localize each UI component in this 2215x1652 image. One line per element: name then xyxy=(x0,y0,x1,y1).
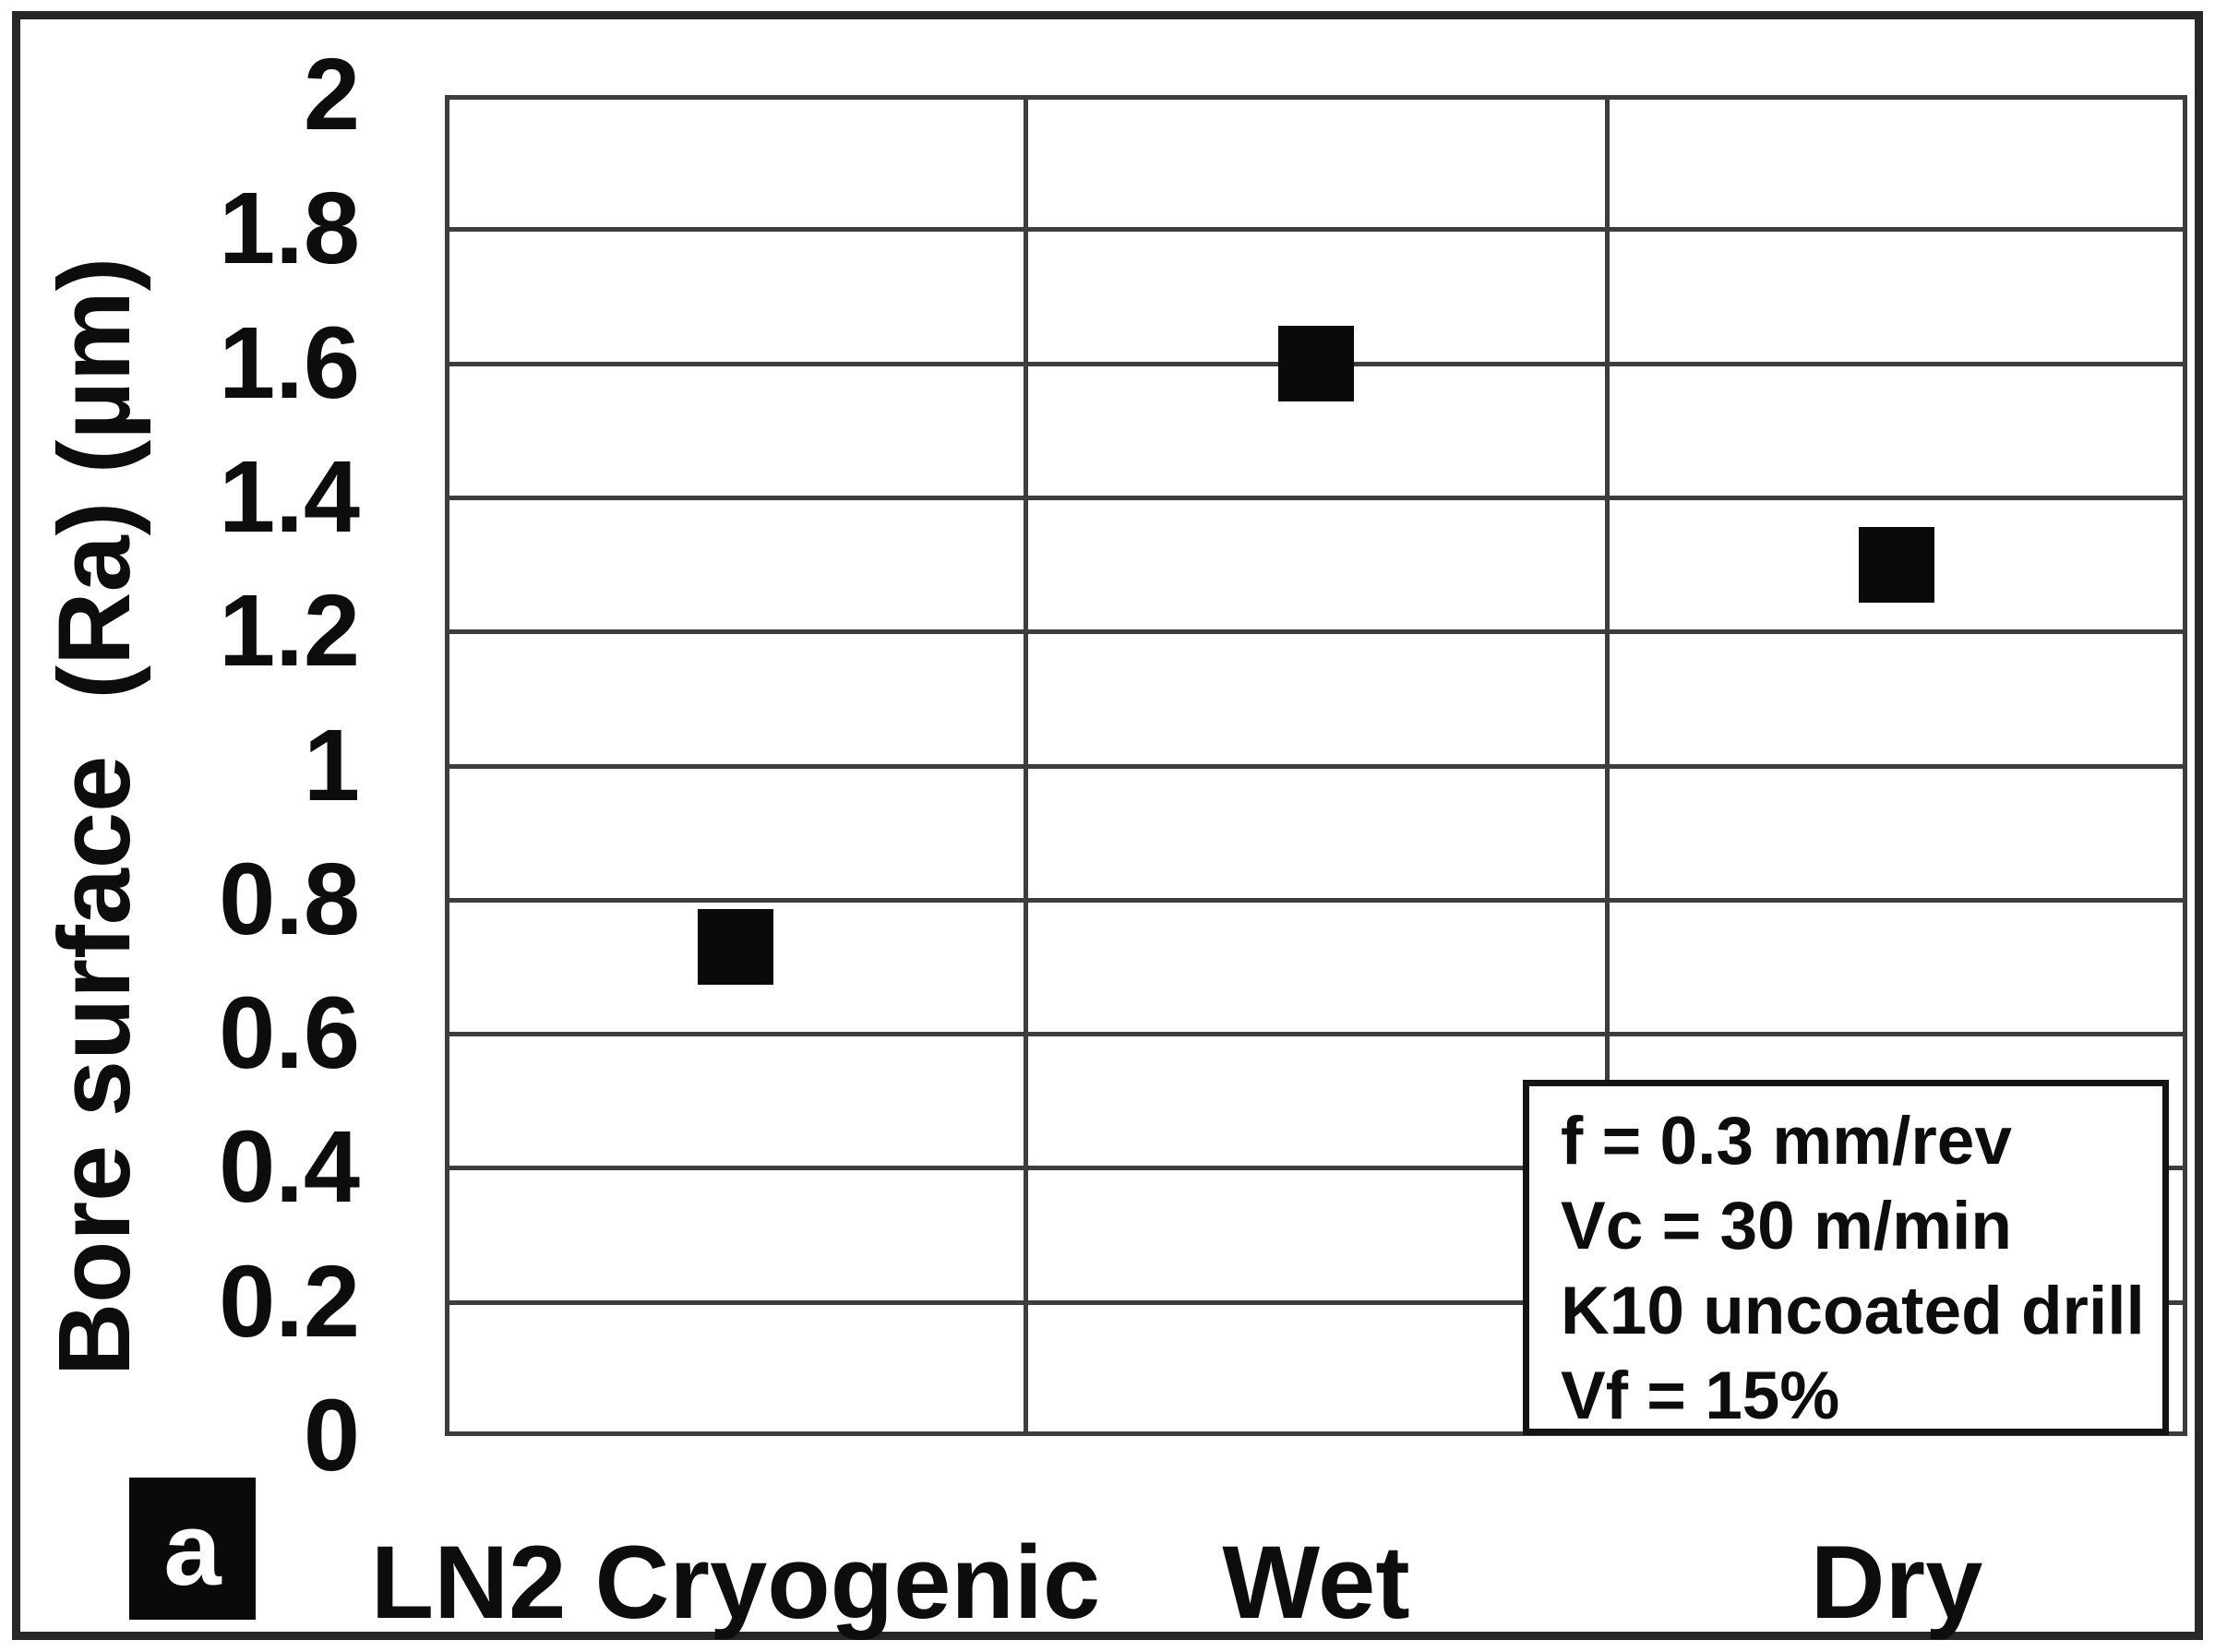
plot-border-horizontal xyxy=(445,1431,2187,1436)
gridline-horizontal xyxy=(445,1300,2187,1305)
category-divider-line xyxy=(1024,95,1028,1436)
data-point-ln2-cryogenic xyxy=(698,909,773,985)
annotation-box: f = 0.3 mm/rev Vc = 30 m/min K10 uncoate… xyxy=(1523,1080,2169,1435)
y-tick-label: 0.6 xyxy=(219,976,360,1090)
y-tick-label: 0.8 xyxy=(219,843,360,956)
data-point-wet xyxy=(1278,326,1354,401)
y-tick-label: 2 xyxy=(303,38,360,151)
plot-border-vertical xyxy=(2183,95,2187,1436)
gridline-horizontal xyxy=(445,764,2187,769)
gridline-horizontal xyxy=(445,1166,2187,1170)
x-category-label-dry: Dry xyxy=(1810,1525,1983,1640)
x-category-label-ln2-cryogenic: LN2 Cryogenic xyxy=(370,1525,1101,1640)
plot-border-vertical xyxy=(445,95,449,1436)
data-point-dry xyxy=(1859,527,1934,603)
panel-label: a xyxy=(129,1478,256,1620)
annotation-line-fiber-fraction: Vf = 15% xyxy=(1561,1359,1840,1433)
y-tick-label: 1.8 xyxy=(219,172,360,285)
annotation-line-cutting-speed: Vc = 30 m/min xyxy=(1561,1189,2012,1263)
y-tick-label: 0.4 xyxy=(219,1110,360,1224)
gridline-horizontal xyxy=(445,898,2187,903)
y-tick-label: 1 xyxy=(303,709,360,822)
y-tick-label: 1.6 xyxy=(219,306,360,420)
y-tick-label: 1.4 xyxy=(219,440,360,554)
y-tick-label: 1.2 xyxy=(219,574,360,688)
gridline-horizontal xyxy=(445,629,2187,634)
category-divider-line xyxy=(1605,95,1610,1436)
gridline-horizontal xyxy=(445,496,2187,500)
annotation-line-feed-rate: f = 0.3 mm/rev xyxy=(1561,1104,2012,1179)
gridline-horizontal xyxy=(445,227,2187,232)
gridline-horizontal xyxy=(445,1032,2187,1036)
y-tick-label: 0.2 xyxy=(219,1245,360,1359)
plot-border-horizontal xyxy=(445,95,2187,100)
annotation-line-drill-type: K10 uncoated drill xyxy=(1561,1274,2145,1348)
y-tick-label: 0 xyxy=(303,1379,360,1492)
x-category-label-wet: Wet xyxy=(1222,1525,1410,1640)
